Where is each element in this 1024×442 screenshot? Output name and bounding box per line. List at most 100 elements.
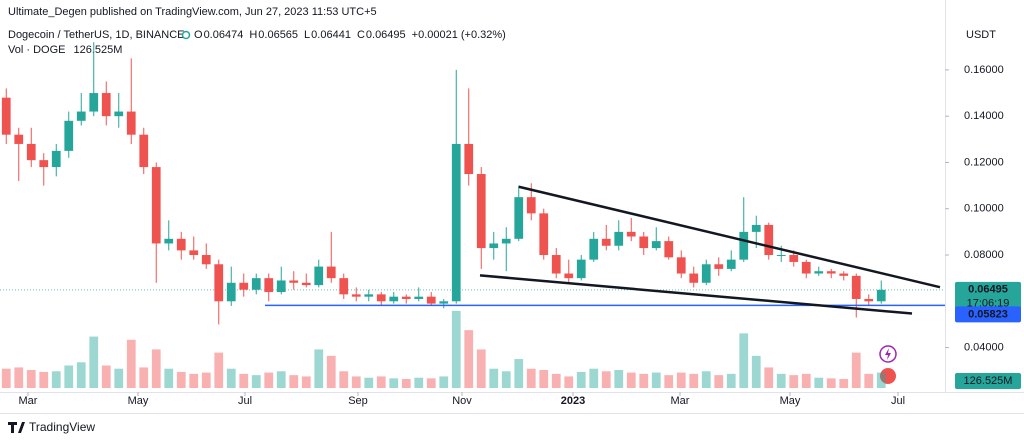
candle-body	[176, 238, 186, 251]
candle-body	[189, 250, 199, 256]
volume-bar	[301, 376, 311, 388]
volume-bar	[614, 370, 624, 388]
x-tick-label: Mar	[19, 395, 38, 407]
ohlc-value: 0.06495	[366, 29, 406, 41]
candle-body	[701, 264, 711, 283]
volume-bar	[751, 355, 761, 388]
candle-body	[64, 120, 74, 151]
candle-body	[426, 296, 436, 304]
volume-bar	[264, 372, 274, 388]
candle-body	[389, 296, 399, 302]
volume-bar	[639, 373, 649, 388]
candle-body	[826, 271, 836, 274]
volume-bar	[51, 371, 61, 388]
volume-bar	[414, 377, 424, 388]
volume-bar	[676, 372, 686, 388]
candle-body	[564, 273, 574, 279]
ohlc-label: H	[249, 29, 257, 41]
volume-bar	[314, 349, 324, 388]
volume-bar	[101, 365, 111, 388]
candle-body	[801, 261, 811, 274]
candle-body	[239, 282, 249, 290]
volume-bar	[139, 367, 149, 388]
candle-body	[639, 236, 649, 249]
volume-bar	[701, 371, 711, 388]
x-tick-label: 2023	[561, 395, 585, 407]
candle-body	[414, 296, 424, 299]
volume-bar	[551, 373, 561, 388]
y-tick-label: 0.10000	[964, 203, 1004, 215]
x-tick-label: Mar	[671, 395, 690, 407]
candle-body	[14, 134, 24, 144]
volume-bar	[14, 367, 24, 388]
candle-body	[526, 197, 536, 214]
candle-body	[726, 259, 736, 269]
support-box	[955, 306, 1021, 323]
volume-bar	[114, 368, 124, 388]
volume-bar	[564, 376, 574, 388]
volume-bar	[339, 371, 349, 388]
candle-body	[1, 97, 11, 135]
status-dot	[181, 30, 191, 40]
volume-bar	[664, 375, 674, 388]
volume-bar	[64, 365, 74, 388]
candle-body	[376, 294, 386, 302]
y-tick-label: 0.04000	[964, 341, 1004, 353]
candle-body	[101, 93, 111, 117]
publisher: Ultimate_Degen published on TradingView.…	[8, 6, 377, 18]
candle-body	[714, 264, 724, 269]
volume-bar	[739, 333, 749, 388]
candle-body	[39, 160, 49, 168]
volume-bar	[39, 371, 49, 388]
candle-body	[576, 259, 586, 279]
volume-bar	[426, 378, 436, 388]
volume-bar	[201, 372, 211, 388]
volume-bar	[164, 368, 174, 388]
volume-bar	[401, 379, 411, 388]
event-icons	[879, 345, 897, 384]
trend-line	[518, 185, 941, 289]
candle-body	[851, 275, 861, 299]
candle-body	[151, 167, 161, 244]
y-tick-label: 0.12000	[964, 156, 1004, 168]
candle-body	[589, 238, 599, 260]
volume-bar	[251, 375, 261, 388]
volume-bar	[26, 370, 36, 388]
volume-bar	[651, 372, 661, 388]
volume-bar	[176, 371, 186, 388]
candle-body	[314, 266, 324, 286]
volume-bar	[76, 362, 86, 388]
volume-bar	[851, 352, 861, 388]
x-tick-label: Jul	[891, 395, 905, 407]
volume-bar	[801, 373, 811, 388]
candle-body	[26, 143, 36, 161]
volume-bar	[151, 349, 161, 388]
volume-bar	[814, 377, 824, 388]
candle-body	[876, 289, 886, 302]
candle-body	[126, 111, 136, 135]
candle-body	[251, 278, 261, 290]
volume-bar	[89, 336, 99, 388]
candle-body	[301, 282, 311, 286]
candle-body	[501, 238, 511, 244]
volume-bar	[289, 375, 299, 388]
candle-body	[264, 278, 274, 293]
volume-bar	[376, 376, 386, 388]
candle-body	[776, 255, 786, 257]
volume-bar	[526, 368, 536, 388]
candle-body	[601, 238, 611, 246]
candle-body	[439, 301, 449, 304]
candle-body	[839, 273, 849, 276]
x-tick-label: Sep	[348, 395, 368, 407]
candle-body	[326, 266, 336, 279]
volume-bar	[539, 370, 549, 388]
candle-body	[89, 93, 99, 112]
icon-lightning-glyph	[885, 348, 891, 360]
candle-body	[539, 213, 549, 256]
y-tick-label: 0.08000	[964, 249, 1004, 261]
x-tick-label: Jul	[238, 395, 252, 407]
candle-body	[614, 231, 624, 246]
volume-bar	[476, 349, 486, 388]
volume-name: Vol · DOGE	[8, 44, 65, 56]
